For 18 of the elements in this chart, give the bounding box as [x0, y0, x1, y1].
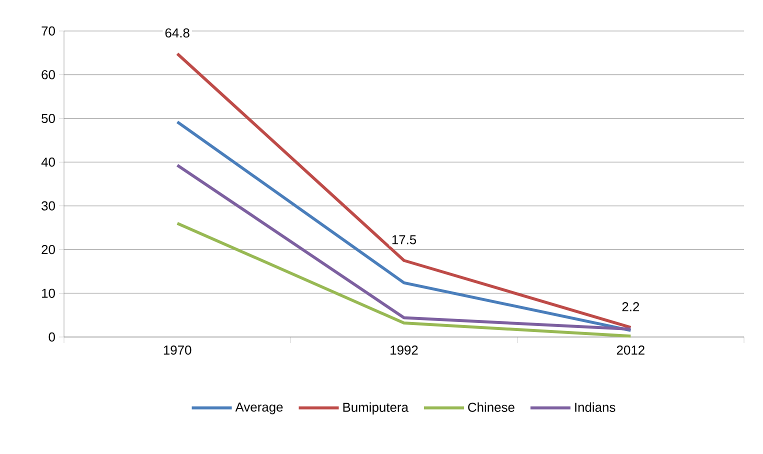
- legend-label: Chinese: [468, 402, 514, 412]
- y-tick-label: 30: [42, 201, 55, 210]
- data-label: 17.5: [392, 235, 416, 244]
- y-tick-label: 50: [42, 114, 55, 124]
- data-label: 64.8: [165, 28, 190, 38]
- y-tick-label: 40: [41, 158, 55, 167]
- y-tick-label: 70: [42, 26, 55, 36]
- legend-label: Average: [235, 402, 283, 414]
- y-tick-label: 60: [42, 70, 55, 80]
- y-tick-label: 10: [42, 288, 55, 298]
- x-tick-label: 1992: [390, 346, 418, 355]
- legend-label: Indians: [575, 402, 616, 412]
- x-tick-label: 1970: [164, 346, 192, 355]
- y-tick-label: 0: [48, 332, 55, 342]
- x-tick-label: 2012: [616, 346, 644, 355]
- legend-label: Bumiputera: [343, 402, 408, 414]
- y-tick-label: 20: [42, 244, 55, 254]
- data-label: 2.2: [622, 302, 640, 312]
